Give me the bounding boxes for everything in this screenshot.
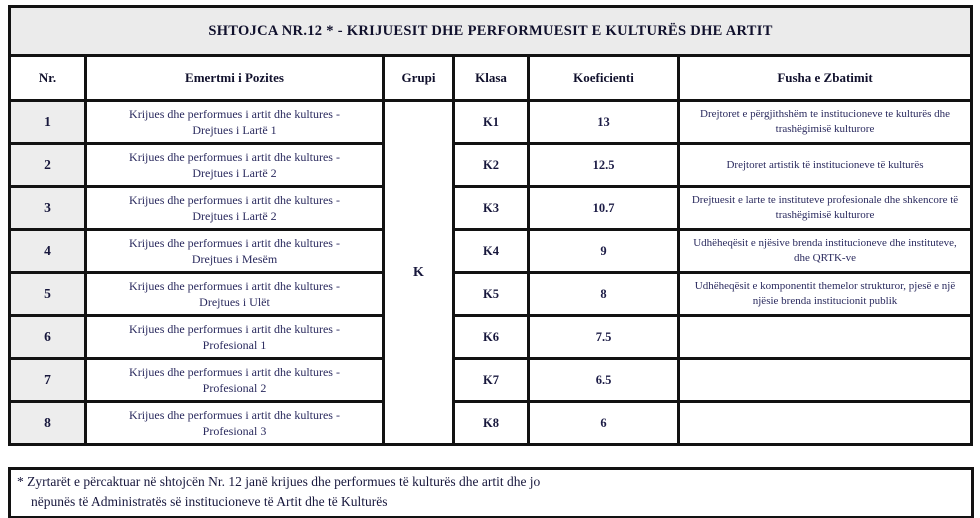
application-field	[676, 400, 974, 446]
application-field	[676, 314, 974, 360]
row-number: 5	[8, 271, 87, 317]
position-title-line2: Drejtues i Mesëm	[191, 252, 278, 266]
row-number: 8	[8, 400, 87, 446]
application-field: Drejtoret e përgjithshëm te institucione…	[676, 99, 974, 145]
table-row: 3 Krijues dhe performues i artit dhe kul…	[8, 185, 974, 231]
application-field: Udhëheqësit e komponentit themelor struk…	[676, 271, 974, 317]
column-header-koeficienti: Koeficienti	[527, 54, 680, 102]
coefficient-value: 9	[527, 228, 680, 274]
coefficient-value: 10.7	[527, 185, 680, 231]
application-field	[676, 357, 974, 403]
position-title-line1: Krijues dhe performues i artit dhe kultu…	[129, 149, 340, 164]
position-title-line2: Profesional 2	[202, 381, 267, 395]
class-value: K6	[452, 314, 530, 360]
position-title-line1: Krijues dhe performues i artit dhe kultu…	[129, 235, 340, 250]
position-title-line2: Profesional 1	[202, 338, 267, 352]
position-title-line1: Krijues dhe performues i artit dhe kultu…	[129, 321, 340, 336]
class-value: K8	[452, 400, 530, 446]
class-value: K5	[452, 271, 530, 317]
table-row: 2 Krijues dhe performues i artit dhe kul…	[8, 142, 974, 188]
row-number: 6	[8, 314, 87, 360]
position-title-line2: Drejtues i Lartë 2	[192, 209, 277, 223]
table-title: SHTOJCA NR.12 * - KRIJUESIT DHE PERFORMU…	[7, 5, 974, 57]
table-row: 5 Krijues dhe performues i artit dhe kul…	[8, 271, 974, 317]
position-title-line1: Krijues dhe performues i artit dhe kultu…	[129, 192, 340, 207]
class-value: K1	[452, 99, 530, 145]
column-header-nr: Nr.	[8, 54, 87, 102]
application-field: Udhëheqësit e njësive brenda institucion…	[676, 228, 974, 274]
table-row: 1 Krijues dhe performues i artit dhe kul…	[8, 99, 974, 446]
position-title: Krijues dhe performues i artit dhe kultu…	[84, 99, 385, 145]
table-title-row: SHTOJCA NR.12 * - KRIJUESIT DHE PERFORMU…	[7, 5, 974, 57]
table-row: 7 Krijues dhe performues i artit dhe kul…	[8, 357, 974, 403]
position-title-line1: Krijues dhe performues i artit dhe kultu…	[129, 106, 340, 121]
position-title-line1: Krijues dhe performues i artit dhe kultu…	[129, 278, 340, 293]
table-row: 4 Krijues dhe performues i artit dhe kul…	[8, 228, 974, 274]
position-title-line2: Drejtues i Ulët	[199, 295, 270, 309]
position-title: Krijues dhe performues i artit dhe kultu…	[84, 271, 385, 317]
appendix-table: SHTOJCA NR.12 * - KRIJUESIT DHE PERFORMU…	[7, 5, 974, 446]
coefficient-value: 6	[527, 400, 680, 446]
row-number: 1	[8, 99, 87, 145]
application-field: Drejtuesit e larte te instituteve profes…	[676, 185, 974, 231]
position-title: Krijues dhe performues i artit dhe kultu…	[84, 314, 385, 360]
column-header-klasa: Klasa	[452, 54, 530, 102]
coefficient-value: 13	[527, 99, 680, 145]
position-title-line2: Drejtues i Lartë 1	[192, 123, 277, 137]
coefficient-value: 6.5	[527, 357, 680, 403]
position-title-line1: Krijues dhe performues i artit dhe kultu…	[129, 407, 340, 422]
table-header-row: Nr. Emertmi i Pozites Grupi Klasa Koefic…	[8, 54, 974, 102]
column-header-pozita: Emertmi i Pozites	[84, 54, 385, 102]
position-title: Krijues dhe performues i artit dhe kultu…	[84, 357, 385, 403]
position-title: Krijues dhe performues i artit dhe kultu…	[84, 185, 385, 231]
table-row: 8 Krijues dhe performues i artit dhe kul…	[8, 400, 974, 446]
column-header-grupi: Grupi	[382, 54, 455, 102]
row-number: 4	[8, 228, 87, 274]
position-title-line2: Drejtues i Lartë 2	[192, 166, 277, 180]
position-title-line1: Krijues dhe performues i artit dhe kultu…	[129, 364, 340, 379]
class-value: K3	[452, 185, 530, 231]
position-title-line2: Profesional 3	[202, 424, 267, 438]
class-value: K7	[452, 357, 530, 403]
coefficient-value: 7.5	[527, 314, 680, 360]
group-value: K	[382, 99, 455, 446]
row-number: 7	[8, 357, 87, 403]
position-title: Krijues dhe performues i artit dhe kultu…	[84, 400, 385, 446]
coefficient-value: 12.5	[527, 142, 680, 188]
position-title: Krijues dhe performues i artit dhe kultu…	[84, 142, 385, 188]
row-number: 2	[8, 142, 87, 188]
footnote-line2: nëpunës të Administratës së institucione…	[31, 493, 388, 509]
table-row: 6 Krijues dhe performues i artit dhe kul…	[8, 314, 974, 360]
application-field: Drejtoret artistik të institucioneve të …	[676, 142, 974, 188]
column-header-fusha: Fusha e Zbatimit	[676, 54, 974, 102]
footnote: * Zyrtarët e përcaktuar në shtojcën Nr. …	[8, 467, 974, 518]
footnote-line1: * Zyrtarët e përcaktuar në shtojcën Nr. …	[17, 474, 541, 489]
class-value: K4	[452, 228, 530, 274]
class-value: K2	[452, 142, 530, 188]
coefficient-value: 8	[527, 271, 680, 317]
row-number: 3	[8, 185, 87, 231]
position-title: Krijues dhe performues i artit dhe kultu…	[84, 228, 385, 274]
